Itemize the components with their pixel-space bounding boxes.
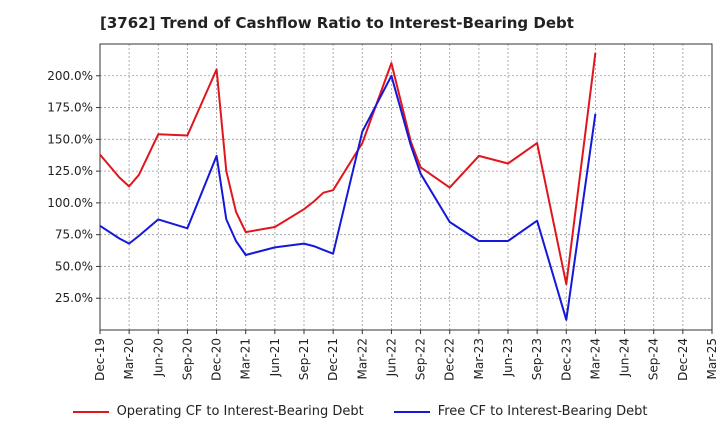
x-tick-label: Sep-21: [297, 338, 311, 380]
x-tick-label: Mar-20: [122, 338, 136, 379]
x-tick-label: Dec-22: [443, 338, 457, 381]
x-tick-label: Dec-21: [326, 338, 340, 381]
free-cf-line: [99, 74, 597, 321]
y-tick-label: 25.0%: [55, 291, 93, 305]
legend-label-operating: Operating CF to Interest-Bearing Debt: [116, 404, 364, 419]
x-tick-label: Jun-20: [151, 338, 165, 377]
x-tick-label: Sep-24: [647, 338, 661, 380]
legend-label-free: Free CF to Interest-Bearing Debt: [437, 404, 648, 419]
legend-item-free: Free CF to Interest-Bearing Debt: [393, 404, 648, 419]
y-tick-label: 175.0%: [47, 101, 93, 115]
plot-frame: [99, 43, 713, 331]
x-tick-label: Jun-21: [268, 338, 282, 377]
y-tick-label: 100.0%: [47, 196, 93, 210]
legend: Operating CF to Interest-Bearing Debt Fr…: [0, 404, 720, 419]
y-tick-label: 200.0%: [47, 69, 93, 83]
x-tick-label: Mar-25: [705, 338, 719, 379]
legend-swatch-free: [393, 410, 430, 413]
x-tick-label: Mar-24: [588, 338, 602, 379]
x-tick-label: Jun-24: [618, 338, 632, 377]
y-tick-label: 75.0%: [55, 228, 93, 242]
x-tick-label: Dec-19: [93, 338, 107, 381]
x-tick-label: Dec-23: [559, 338, 573, 381]
x-tick-label: Dec-24: [676, 338, 690, 381]
x-tick-label: Mar-22: [355, 338, 369, 379]
x-tick-label: Sep-22: [414, 338, 428, 380]
x-tick-label: Jun-22: [384, 338, 398, 377]
legend-item-operating: Operating CF to Interest-Bearing Debt: [72, 404, 364, 419]
x-tick-label: Sep-23: [530, 338, 544, 380]
y-tick-label: 125.0%: [47, 164, 93, 178]
y-tick-label: 150.0%: [47, 132, 93, 146]
x-tick-label: Sep-20: [180, 338, 194, 380]
x-tick-label: Jun-23: [501, 338, 515, 377]
x-tick-label: Mar-21: [239, 338, 253, 379]
chart-title: [3762] Trend of Cashflow Ratio to Intere…: [100, 14, 574, 32]
operating-cf-line: [99, 52, 597, 286]
x-tick-label: Mar-23: [472, 338, 486, 379]
y-tick-label: 50.0%: [55, 259, 93, 273]
legend-swatch-operating: [72, 410, 109, 413]
x-tick-label: Dec-20: [210, 338, 224, 381]
